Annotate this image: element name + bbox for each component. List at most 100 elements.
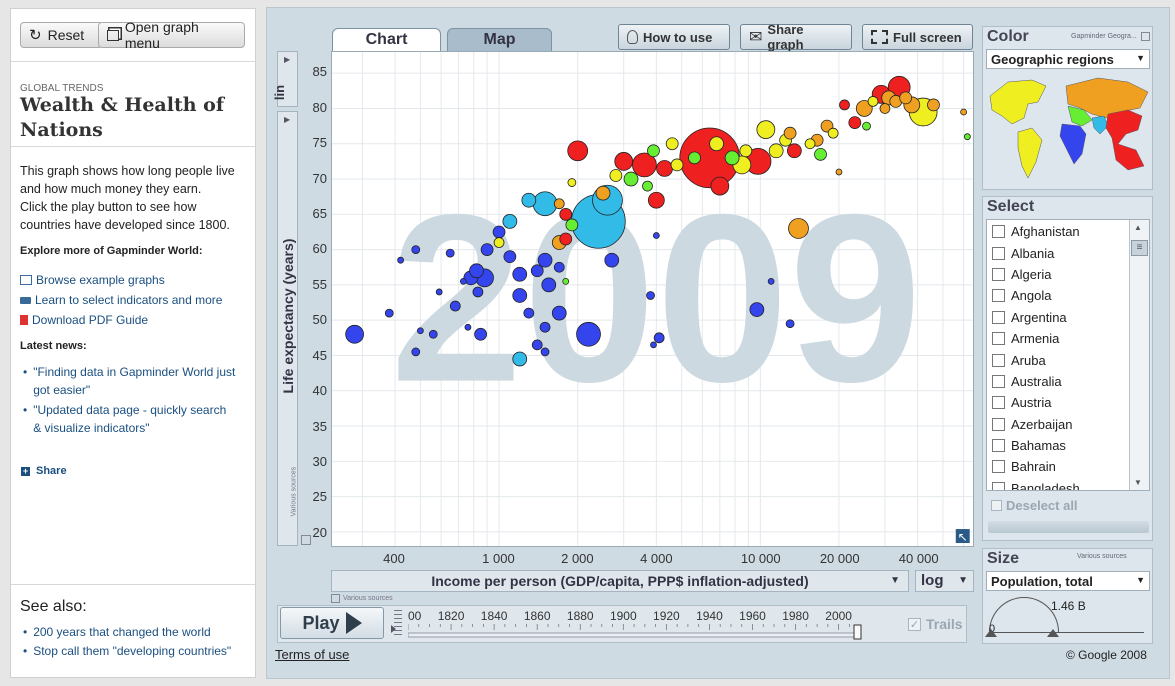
scroll-thumb[interactable]: ≡ bbox=[1131, 240, 1148, 256]
country-bubble[interactable] bbox=[724, 150, 740, 166]
country-bubble[interactable] bbox=[576, 321, 601, 347]
country-bubble[interactable] bbox=[411, 347, 421, 357]
full-screen-button[interactable]: Full screen bbox=[862, 24, 973, 50]
reset-button[interactable]: ↻ Reset bbox=[20, 22, 103, 48]
country-bubble[interactable] bbox=[656, 160, 673, 177]
country-bubble[interactable] bbox=[665, 137, 679, 151]
terms-of-use-link[interactable]: Terms of use bbox=[275, 647, 350, 662]
country-bubble[interactable] bbox=[472, 286, 484, 298]
country-bubble[interactable] bbox=[609, 169, 623, 182]
see-also-item[interactable]: • Stop call them "developing countries" bbox=[23, 642, 231, 661]
country-item[interactable]: Albania bbox=[987, 242, 1149, 263]
country-item[interactable]: Bahrain bbox=[987, 456, 1149, 477]
chevron-down-icon[interactable]: ▼ bbox=[1134, 478, 1142, 487]
chevron-up-icon[interactable]: ▲ bbox=[1134, 223, 1142, 232]
browse-examples-link[interactable]: Browse example graphs bbox=[20, 270, 222, 290]
country-bubble[interactable] bbox=[512, 288, 528, 303]
country-item[interactable]: Algeria bbox=[987, 264, 1149, 285]
country-bubble[interactable] bbox=[710, 176, 730, 196]
year-handle[interactable] bbox=[853, 624, 862, 640]
country-bubble[interactable] bbox=[459, 277, 467, 285]
country-bubble[interactable] bbox=[492, 225, 506, 239]
south-asia-region[interactable] bbox=[1091, 115, 1109, 135]
grid-small-icon[interactable] bbox=[301, 535, 311, 545]
size-source[interactable]: Various sources bbox=[1077, 553, 1127, 560]
country-bubble[interactable] bbox=[567, 178, 577, 187]
country-bubble[interactable] bbox=[749, 302, 765, 317]
country-bubble[interactable] bbox=[783, 126, 797, 140]
y-scale-selector[interactable]: ▶ lin bbox=[272, 51, 298, 107]
country-bubble[interactable] bbox=[411, 245, 421, 254]
bubbles[interactable] bbox=[345, 75, 971, 367]
country-bubble[interactable] bbox=[493, 237, 505, 248]
see-also-item[interactable]: • 200 years that changed the world bbox=[23, 623, 231, 642]
size-min-handle[interactable] bbox=[985, 629, 997, 637]
country-bubble[interactable] bbox=[768, 143, 784, 159]
country-bubble[interactable] bbox=[739, 144, 753, 158]
country-bubble[interactable] bbox=[435, 288, 443, 296]
country-bubble[interactable] bbox=[531, 339, 543, 351]
checkbox-icon[interactable] bbox=[992, 481, 1005, 490]
country-bubble[interactable] bbox=[646, 291, 655, 300]
country-bubble[interactable] bbox=[963, 133, 971, 141]
country-bubble[interactable] bbox=[653, 332, 665, 344]
x-axis-indicator-selector[interactable]: Income per person (GDP/capita, PPP$ infl… bbox=[331, 570, 909, 592]
country-item[interactable]: Argentina bbox=[987, 307, 1149, 328]
country-bubble[interactable] bbox=[709, 136, 724, 152]
x-scale-selector[interactable]: log ▼ bbox=[915, 570, 974, 592]
checkbox-icon[interactable] bbox=[992, 332, 1005, 346]
country-bubble[interactable] bbox=[927, 98, 940, 112]
speed-slider[interactable] bbox=[391, 610, 403, 636]
country-bubble[interactable] bbox=[647, 144, 660, 158]
checkbox-icon[interactable] bbox=[992, 460, 1005, 474]
country-bubble[interactable] bbox=[541, 277, 557, 293]
country-item[interactable]: Australia bbox=[987, 371, 1149, 392]
country-list[interactable]: Afghanistan Albania Algeria Angola Argentina… bbox=[986, 219, 1150, 491]
country-bubble[interactable] bbox=[540, 347, 550, 357]
checkbox-icon[interactable] bbox=[992, 353, 1005, 367]
y-sources-label[interactable]: Various sources bbox=[290, 466, 298, 517]
country-bubble[interactable] bbox=[785, 319, 795, 329]
country-bubble[interactable] bbox=[848, 116, 862, 129]
trails-toggle[interactable]: ✓ Trails bbox=[908, 616, 963, 632]
country-bubble[interactable] bbox=[480, 243, 494, 256]
middle-east-north-africa-region[interactable] bbox=[1067, 105, 1093, 127]
east-asia-pacific-region[interactable] bbox=[1105, 109, 1145, 171]
learn-indicators-link[interactable]: Learn to select indicators and more bbox=[20, 290, 222, 310]
country-bubble[interactable] bbox=[670, 158, 684, 172]
country-bubble[interactable] bbox=[879, 103, 891, 114]
country-bubble[interactable] bbox=[839, 99, 850, 111]
country-bubble[interactable] bbox=[445, 248, 455, 258]
play-button[interactable]: Play bbox=[280, 607, 384, 639]
country-bubble[interactable] bbox=[960, 108, 968, 116]
country-bubble[interactable] bbox=[553, 198, 565, 210]
country-bubble[interactable] bbox=[384, 308, 394, 318]
country-bubble[interactable] bbox=[512, 351, 528, 367]
grid-small-icon[interactable] bbox=[1141, 32, 1150, 41]
country-bubble[interactable] bbox=[539, 321, 551, 333]
country-bubble[interactable] bbox=[428, 329, 438, 339]
country-bubble[interactable] bbox=[449, 300, 461, 312]
country-bubble[interactable] bbox=[551, 305, 567, 321]
country-bubble[interactable] bbox=[553, 261, 565, 273]
country-bubble[interactable] bbox=[345, 324, 364, 344]
country-bubble[interactable] bbox=[614, 152, 634, 171]
country-bubble[interactable] bbox=[788, 218, 809, 239]
country-item[interactable]: Bahamas bbox=[987, 435, 1149, 456]
country-bubble[interactable] bbox=[899, 91, 913, 105]
checkbox-icon[interactable] bbox=[992, 267, 1005, 281]
year-track[interactable] bbox=[408, 632, 859, 638]
country-item[interactable]: Bangladesh bbox=[987, 478, 1149, 490]
country-bubble[interactable] bbox=[567, 140, 589, 162]
country-item[interactable]: Azerbaijan bbox=[987, 414, 1149, 435]
share-graph-button[interactable]: ✉ Share graph bbox=[740, 22, 852, 52]
country-item[interactable]: Austria bbox=[987, 392, 1149, 413]
color-source[interactable]: Gapminder Geogra... bbox=[1071, 33, 1137, 40]
country-bubble[interactable] bbox=[767, 277, 775, 285]
tab-map[interactable]: Map bbox=[447, 28, 552, 51]
x-sources[interactable]: Various sources bbox=[331, 594, 393, 603]
tab-chart[interactable]: Chart bbox=[332, 28, 441, 51]
checkbox-icon[interactable] bbox=[992, 225, 1005, 239]
country-bubble[interactable] bbox=[647, 191, 665, 209]
checkbox-icon[interactable] bbox=[992, 289, 1005, 303]
